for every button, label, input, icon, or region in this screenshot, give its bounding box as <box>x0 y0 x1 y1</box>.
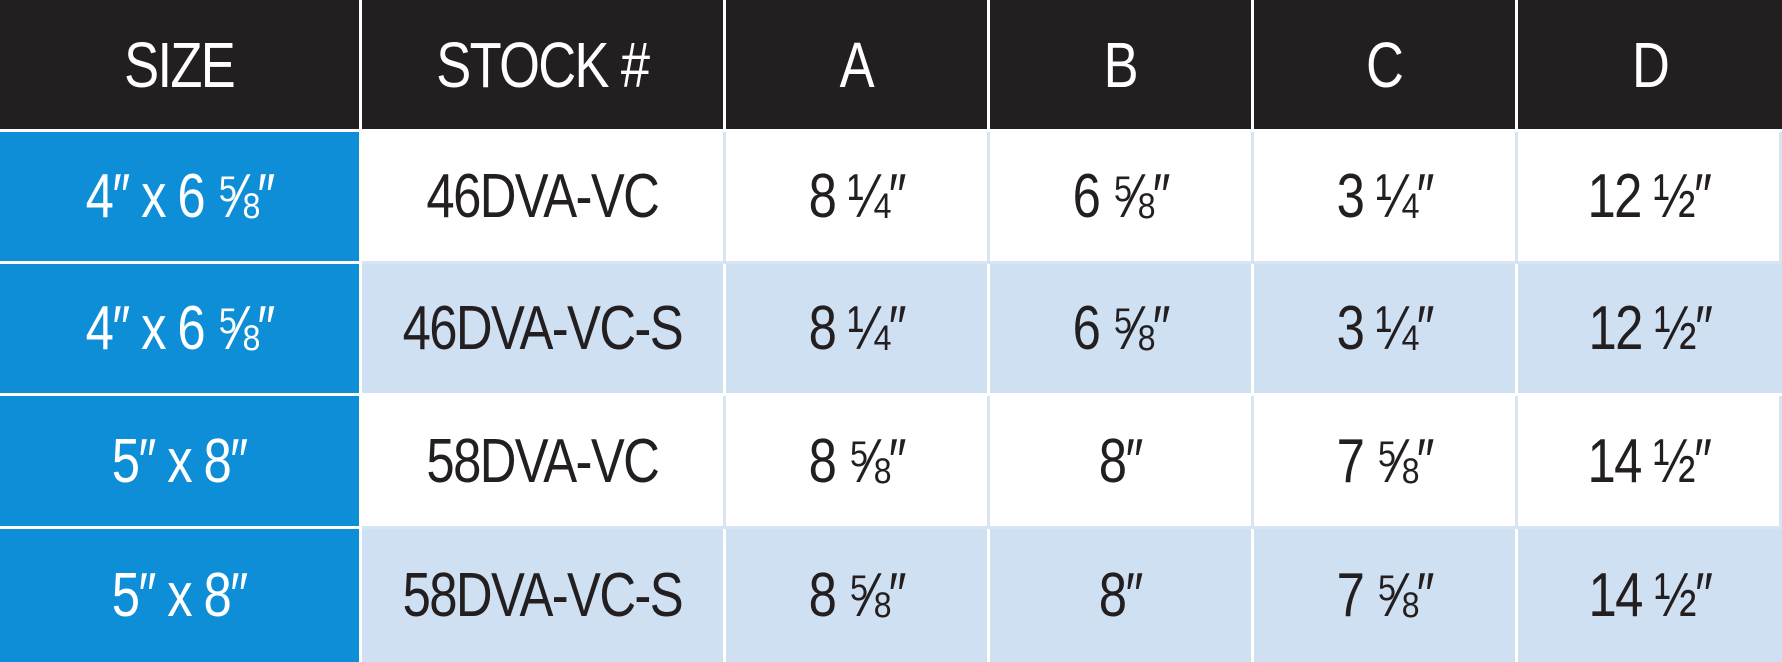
row-3-stock-value: 58DVA-VC <box>426 426 660 496</box>
row-3-d: 14 ½″ <box>1518 396 1782 529</box>
row-1-a: 8 ¼″ <box>726 132 990 264</box>
row-3-a: 8 ⅝″ <box>726 396 990 529</box>
row-2-size: 4″ x 6 ⅝″ <box>0 264 362 396</box>
row-4-d: 14 ½″ <box>1518 529 1782 662</box>
row-1-stock-value: 46DVA-VC <box>426 162 660 231</box>
row-2-size-value: 4″ x 6 ⅝″ <box>85 294 276 363</box>
header-d-label: D <box>1631 28 1670 101</box>
row-4-a: 8 ⅝″ <box>726 529 990 662</box>
row-2-stock: 46DVA-VC-S <box>362 264 726 396</box>
row-3-b: 8″ <box>990 396 1254 529</box>
row-3-d-value: 14 ½″ <box>1587 426 1712 496</box>
row-4-size: 5″ x 8″ <box>0 529 362 662</box>
row-4-stock: 58DVA-VC-S <box>362 529 726 662</box>
header-stock: STOCK # <box>362 0 726 132</box>
header-c: C <box>1254 0 1518 132</box>
row-1-d-value: 12 ½″ <box>1587 162 1712 231</box>
row-3-size-value: 5″ x 8″ <box>112 426 248 496</box>
row-3-c-value: 7 ⅝″ <box>1336 426 1434 496</box>
row-2-b-value: 6 ⅝″ <box>1072 294 1170 363</box>
header-size-label: SIZE <box>124 28 236 101</box>
row-2-c-value: 3 ¼″ <box>1336 294 1434 363</box>
row-1-b: 6 ⅝″ <box>990 132 1254 264</box>
row-4-d-value: 14 ½″ <box>1588 561 1714 630</box>
row-2-stock-value: 46DVA-VC-S <box>402 294 684 363</box>
header-b-label: B <box>1103 28 1139 101</box>
row-1-a-value: 8 ¼″ <box>808 162 906 231</box>
row-2-c: 3 ¼″ <box>1254 264 1518 396</box>
row-4-b-value: 8″ <box>1099 561 1144 630</box>
row-1-stock: 46DVA-VC <box>362 132 726 264</box>
header-stock-label: STOCK # <box>436 28 650 101</box>
header-a-label: A <box>839 28 875 101</box>
row-2-a-value: 8 ¼″ <box>808 294 906 363</box>
row-3-stock: 58DVA-VC <box>362 396 726 529</box>
header-a: A <box>726 0 990 132</box>
header-b: B <box>990 0 1254 132</box>
row-4-c-value: 7 ⅝″ <box>1336 561 1434 630</box>
row-3-size: 5″ x 8″ <box>0 396 362 529</box>
row-1-c-value: 3 ¼″ <box>1336 162 1434 231</box>
row-4-b: 8″ <box>990 529 1254 662</box>
row-1-size: 4″ x 6 ⅝″ <box>0 132 362 264</box>
row-3-c: 7 ⅝″ <box>1254 396 1518 529</box>
row-4-stock-value: 58DVA-VC-S <box>402 561 684 630</box>
header-d: D <box>1518 0 1782 132</box>
row-1-b-value: 6 ⅝″ <box>1072 162 1170 231</box>
row-2-a: 8 ¼″ <box>726 264 990 396</box>
row-1-c: 3 ¼″ <box>1254 132 1518 264</box>
row-2-d-value: 12 ½″ <box>1588 294 1714 363</box>
header-c-label: C <box>1366 28 1404 101</box>
row-1-d: 12 ½″ <box>1518 132 1782 264</box>
row-1-size-value: 4″ x 6 ⅝″ <box>85 162 276 231</box>
row-3-b-value: 8″ <box>1099 426 1144 496</box>
header-size: SIZE <box>0 0 362 132</box>
row-2-d: 12 ½″ <box>1518 264 1782 396</box>
row-4-c: 7 ⅝″ <box>1254 529 1518 662</box>
row-4-size-value: 5″ x 8″ <box>112 561 248 630</box>
row-2-b: 6 ⅝″ <box>990 264 1254 396</box>
row-3-a-value: 8 ⅝″ <box>808 426 906 496</box>
row-4-a-value: 8 ⅝″ <box>808 561 906 630</box>
